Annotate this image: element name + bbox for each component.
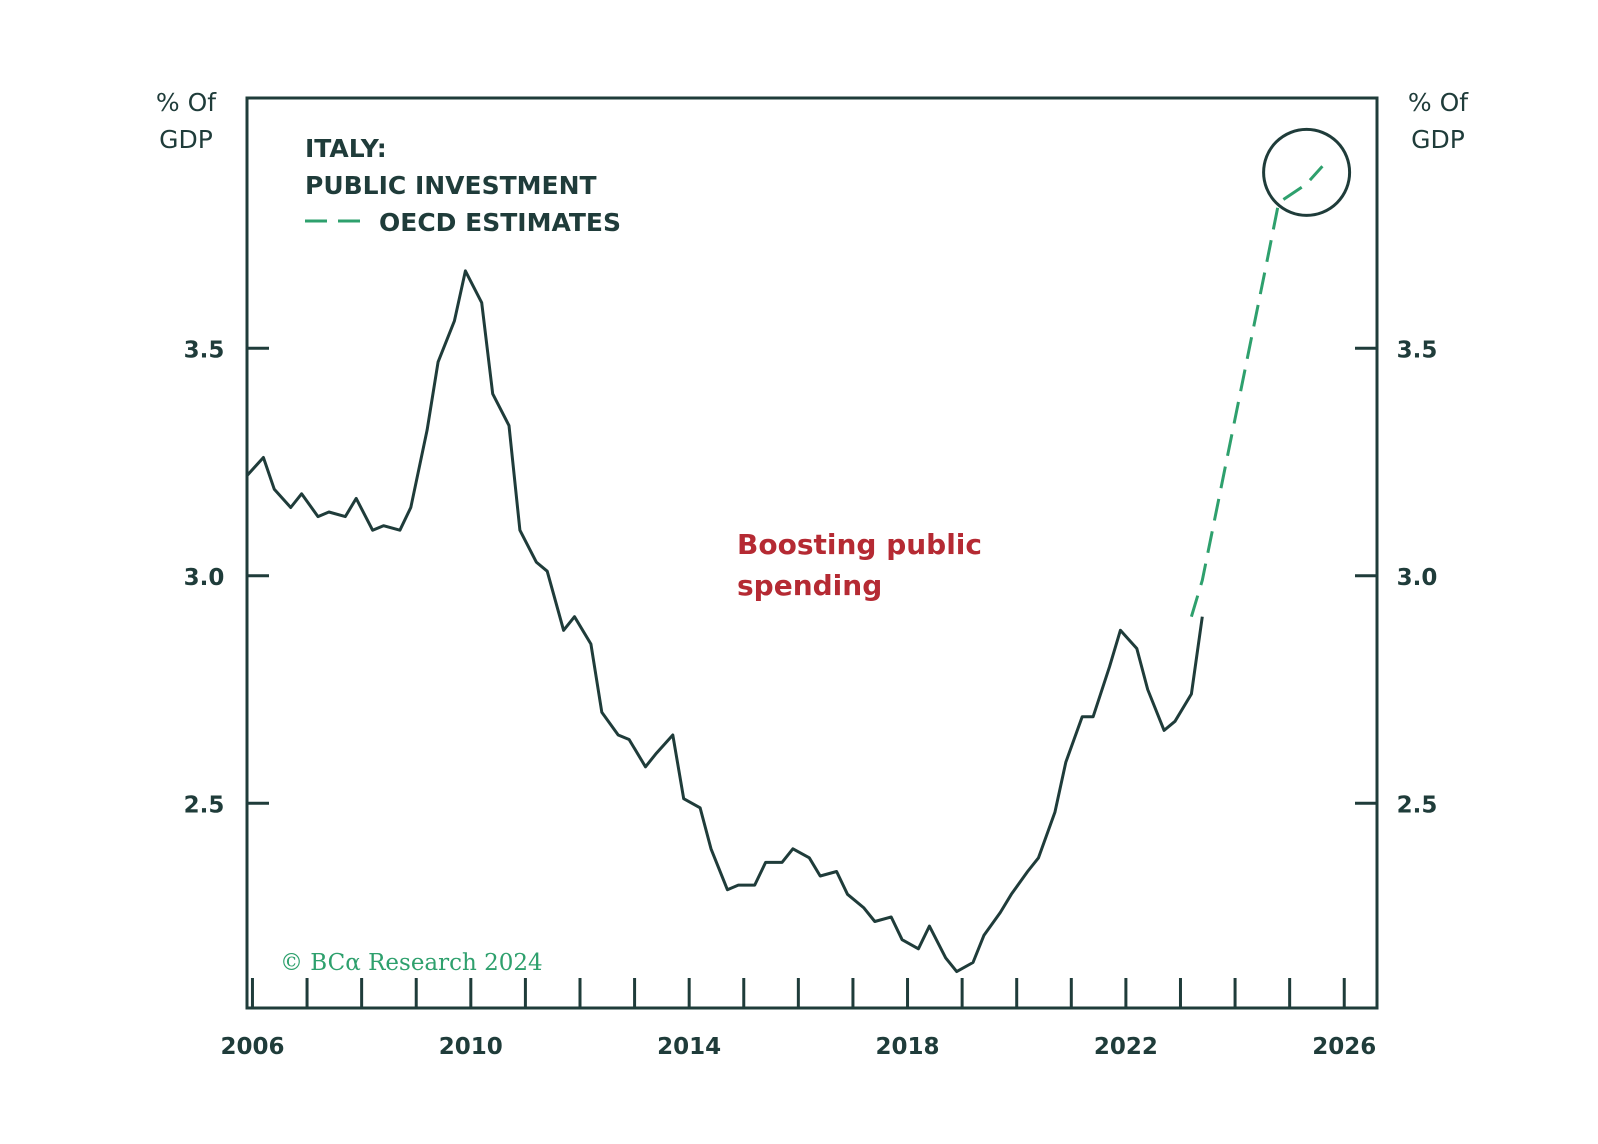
y-axis-unit-right-line1: % Of <box>1408 88 1469 117</box>
series-layer <box>245 165 1324 974</box>
y-axis-unit-left-line2: GDP <box>159 125 213 154</box>
y-tick-label-right-3.5: 3.5 <box>1397 337 1438 363</box>
series-line-oecd-estimates <box>1189 165 1324 618</box>
x-tick-label-2010: 2010 <box>439 1034 503 1060</box>
x-ticks: 2006 2010 2014 2018 2022 2026 <box>220 978 1376 1060</box>
highlight-circle <box>1262 127 1352 217</box>
chart-title-line1: ITALY: <box>305 134 387 163</box>
y-tick-label-right-3.0: 3.0 <box>1397 565 1438 591</box>
plot-frame <box>245 96 1379 1010</box>
legend-label-oecd-estimates: OECD ESTIMATES <box>379 208 621 237</box>
x-tick-label-2026: 2026 <box>1312 1034 1376 1060</box>
y-tick-label-left-2.5: 2.5 <box>184 792 225 818</box>
x-tick-label-2006: 2006 <box>220 1034 284 1060</box>
series-line-public-investment <box>245 269 1204 974</box>
annotation-line1: Boosting public <box>737 528 982 561</box>
y-tick-label-left-3.0: 3.0 <box>184 565 225 591</box>
credit-text: © BCα Research 2024 <box>280 950 543 976</box>
y-tick-label-right-2.5: 2.5 <box>1397 792 1438 818</box>
x-tick-label-2014: 2014 <box>657 1034 721 1060</box>
annotation-line2: spending <box>737 569 882 602</box>
x-tick-label-2022: 2022 <box>1094 1034 1158 1060</box>
y-axis-unit-right-line2: GDP <box>1411 125 1465 154</box>
y-ticks: 2.5 2.5 3.0 3.0 3.5 3.5 <box>184 337 1438 818</box>
y-tick-label-left-3.5: 3.5 <box>184 337 225 363</box>
y-axis-unit-left-line1: % Of <box>156 88 217 117</box>
chart-title-line2: PUBLIC INVESTMENT <box>305 171 597 200</box>
x-tick-label-2018: 2018 <box>876 1034 940 1060</box>
